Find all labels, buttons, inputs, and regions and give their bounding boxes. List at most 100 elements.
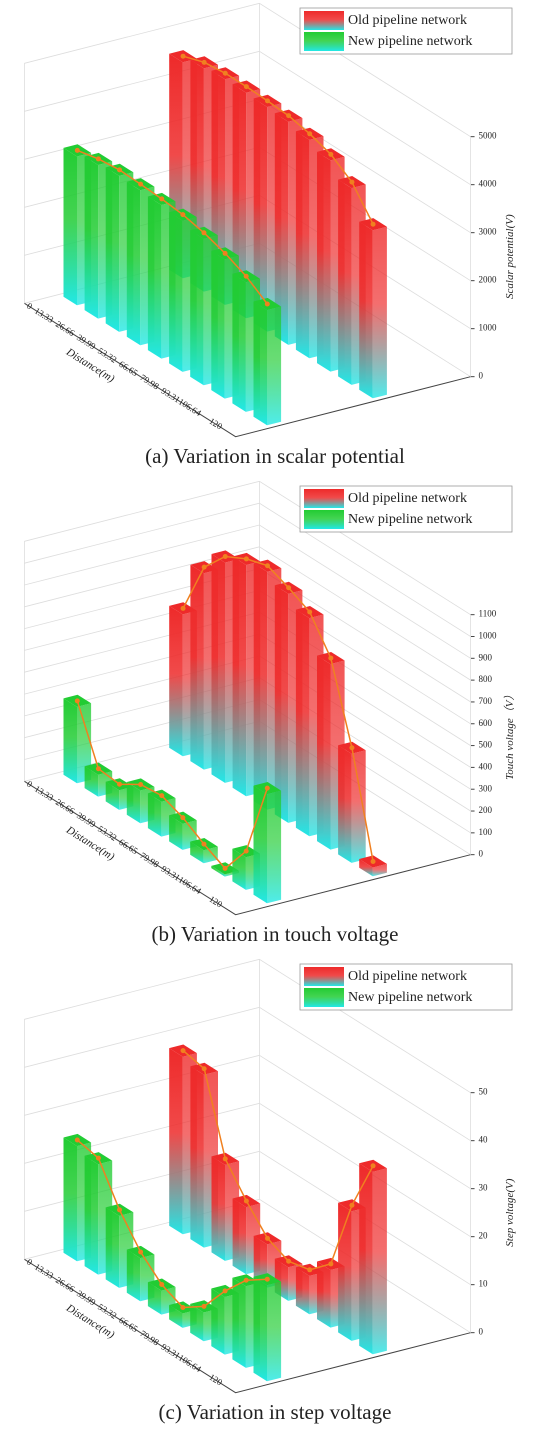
y-tick-label: 100 [479,827,493,837]
legend-label: New pipeline network [348,512,472,527]
x-tick-label: 39.99 [75,1288,98,1307]
bar-face [211,1288,225,1355]
y-tick-label: 200 [479,805,493,815]
y-tick-label: 0 [479,849,484,859]
bar-face [84,156,99,319]
legend-swatch [304,510,344,529]
bar-face [253,1276,267,1382]
bar-side [372,863,387,877]
bar-side [267,790,282,904]
bar-face [190,841,204,864]
bar [359,855,387,877]
y-tick-label: 10 [479,1279,489,1289]
bar-face [105,167,120,332]
x-tick-label: 120 [207,894,224,910]
axis-line [24,1258,471,1394]
x-tick-label: 39.99 [75,332,98,351]
y-axis-label: Touch voltage（V） [503,689,516,779]
bar-side [351,750,366,863]
bar-face [295,1267,310,1315]
bar [63,694,92,784]
x-tick-label: 79.98 [138,1328,161,1347]
bar-face [338,745,352,863]
y-axis-label: Scalar potential(V) [504,214,516,299]
bar-face [105,1207,120,1288]
bar-face [232,1277,246,1368]
x-tick-label: 120 [207,416,224,432]
y-tick-label: 900 [479,652,493,662]
legend-swatch [304,32,344,51]
x-tick-label: 66.65 [117,359,140,378]
bar-face [147,196,162,359]
x-tick-label: 0 [25,779,35,790]
grid-line [24,1006,471,1142]
legend-label: Old pipeline network [348,13,467,28]
bar-side [77,703,92,784]
x-tick-label: 106.64 [177,875,204,897]
y-tick-label: 5000 [479,131,498,141]
legend-swatch [304,11,344,30]
x-tick-label: 66.65 [117,1315,140,1334]
bar-face [211,1156,225,1261]
bar-face [169,1048,183,1235]
x-tick-label: 53.32 [96,346,118,365]
bar-face [317,151,331,372]
chart: 010020030040050060070080090010001100013.… [23,480,516,946]
y-tick-label: 40 [479,1135,489,1145]
y-tick-label: 1000 [479,323,498,333]
bar-face [359,221,373,399]
trend-line [182,55,374,225]
x-tick-label: 66.65 [117,837,140,856]
trend-line [76,1139,268,1309]
chart: 010002000300040005000013.3326.6639.9953.… [23,2,516,468]
x-tick-label: 39.99 [75,810,98,829]
bar-face [359,859,373,877]
legend-label: New pipeline network [348,34,472,49]
legend-swatch [304,489,344,508]
bar-face [274,585,289,823]
bar-face [295,609,310,837]
bar-face [253,301,267,426]
x-tick-label: 26.66 [54,797,77,816]
bar-face [295,131,310,359]
caption: (b) Variation in touch voltage [152,922,399,946]
legend-label: New pipeline network [348,990,472,1005]
x-tick-label: 106.64 [177,397,204,419]
x-tick-label: 26.66 [54,319,77,338]
y-tick-label: 0 [479,1327,484,1337]
bar-side [267,1281,282,1382]
y-tick-label: 1000 [479,631,498,641]
x-tick-label: 53.32 [96,1302,118,1321]
y-tick-label: 30 [479,1183,489,1193]
caption: (c) Variation in step voltage [159,1400,392,1424]
bar-face [190,1303,204,1342]
x-tick-label: 0 [25,301,35,312]
bar-face [63,147,77,306]
bar-face [147,1282,162,1315]
legend-swatch [304,988,344,1007]
bar-face [253,563,268,810]
trend-line [76,700,269,870]
trend-line [182,555,374,862]
trend-line [182,1050,374,1271]
y-axis-label: Step voltage(V) [504,1178,516,1246]
legend-swatch [304,967,344,986]
bar [190,838,218,864]
bar-side [372,1168,387,1355]
trend-line [77,149,268,305]
bar-face [274,113,289,345]
legend-label: Old pipeline network [348,491,467,506]
x-tick-label: 120 [207,1372,224,1388]
x-tick-label: 13.33 [33,306,56,325]
y-tick-label: 700 [479,696,493,706]
bar-face [126,181,141,346]
axis-line [24,780,471,916]
x-tick-label: 106.64 [177,1353,204,1375]
x-tick-label: 26.66 [54,1275,77,1294]
bar-face [190,230,204,386]
bar-face [169,815,183,850]
bar-side [372,226,387,399]
bar-face [169,605,183,757]
y-tick-label: 800 [479,674,493,684]
